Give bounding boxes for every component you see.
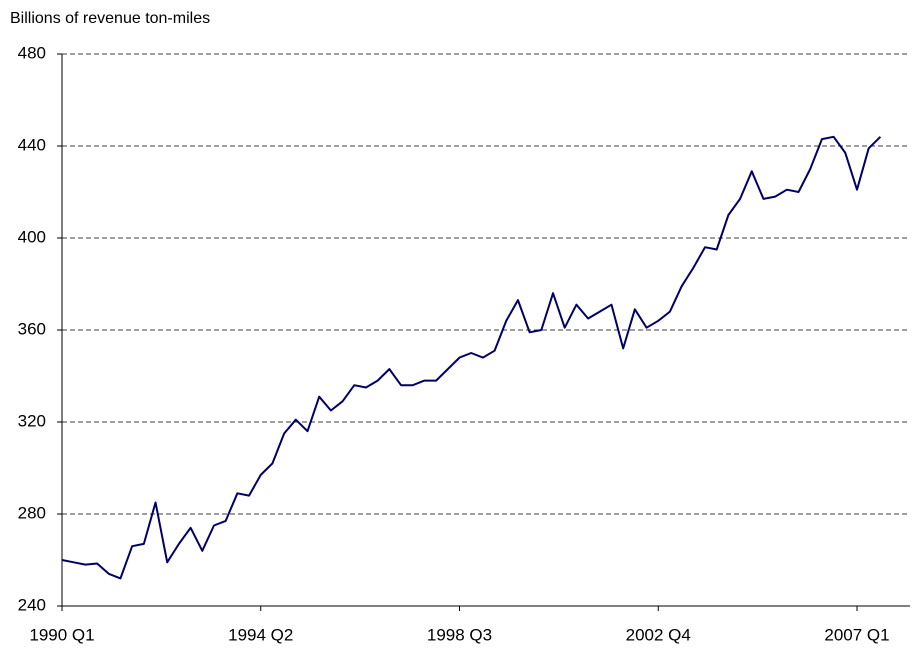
- y-tick-label: 400: [18, 227, 46, 246]
- x-tick-label: 1994 Q2: [228, 625, 293, 644]
- y-tick-label: 440: [18, 135, 46, 154]
- x-tick-label: 1990 Q1: [29, 625, 94, 644]
- y-tick-label: 320: [18, 411, 46, 430]
- y-tick-label: 240: [18, 595, 46, 614]
- x-tick-label: 2002 Q4: [626, 625, 691, 644]
- y-tick-label: 480: [18, 43, 46, 62]
- chart-title: Billions of revenue ton-miles: [10, 10, 210, 27]
- data-line: [61, 135, 882, 580]
- x-tick-label: 2007 Q1: [824, 625, 889, 644]
- y-tick-label: 360: [18, 319, 46, 338]
- y-tick-label: 280: [18, 503, 46, 522]
- x-tick-label: 1998 Q3: [427, 625, 492, 644]
